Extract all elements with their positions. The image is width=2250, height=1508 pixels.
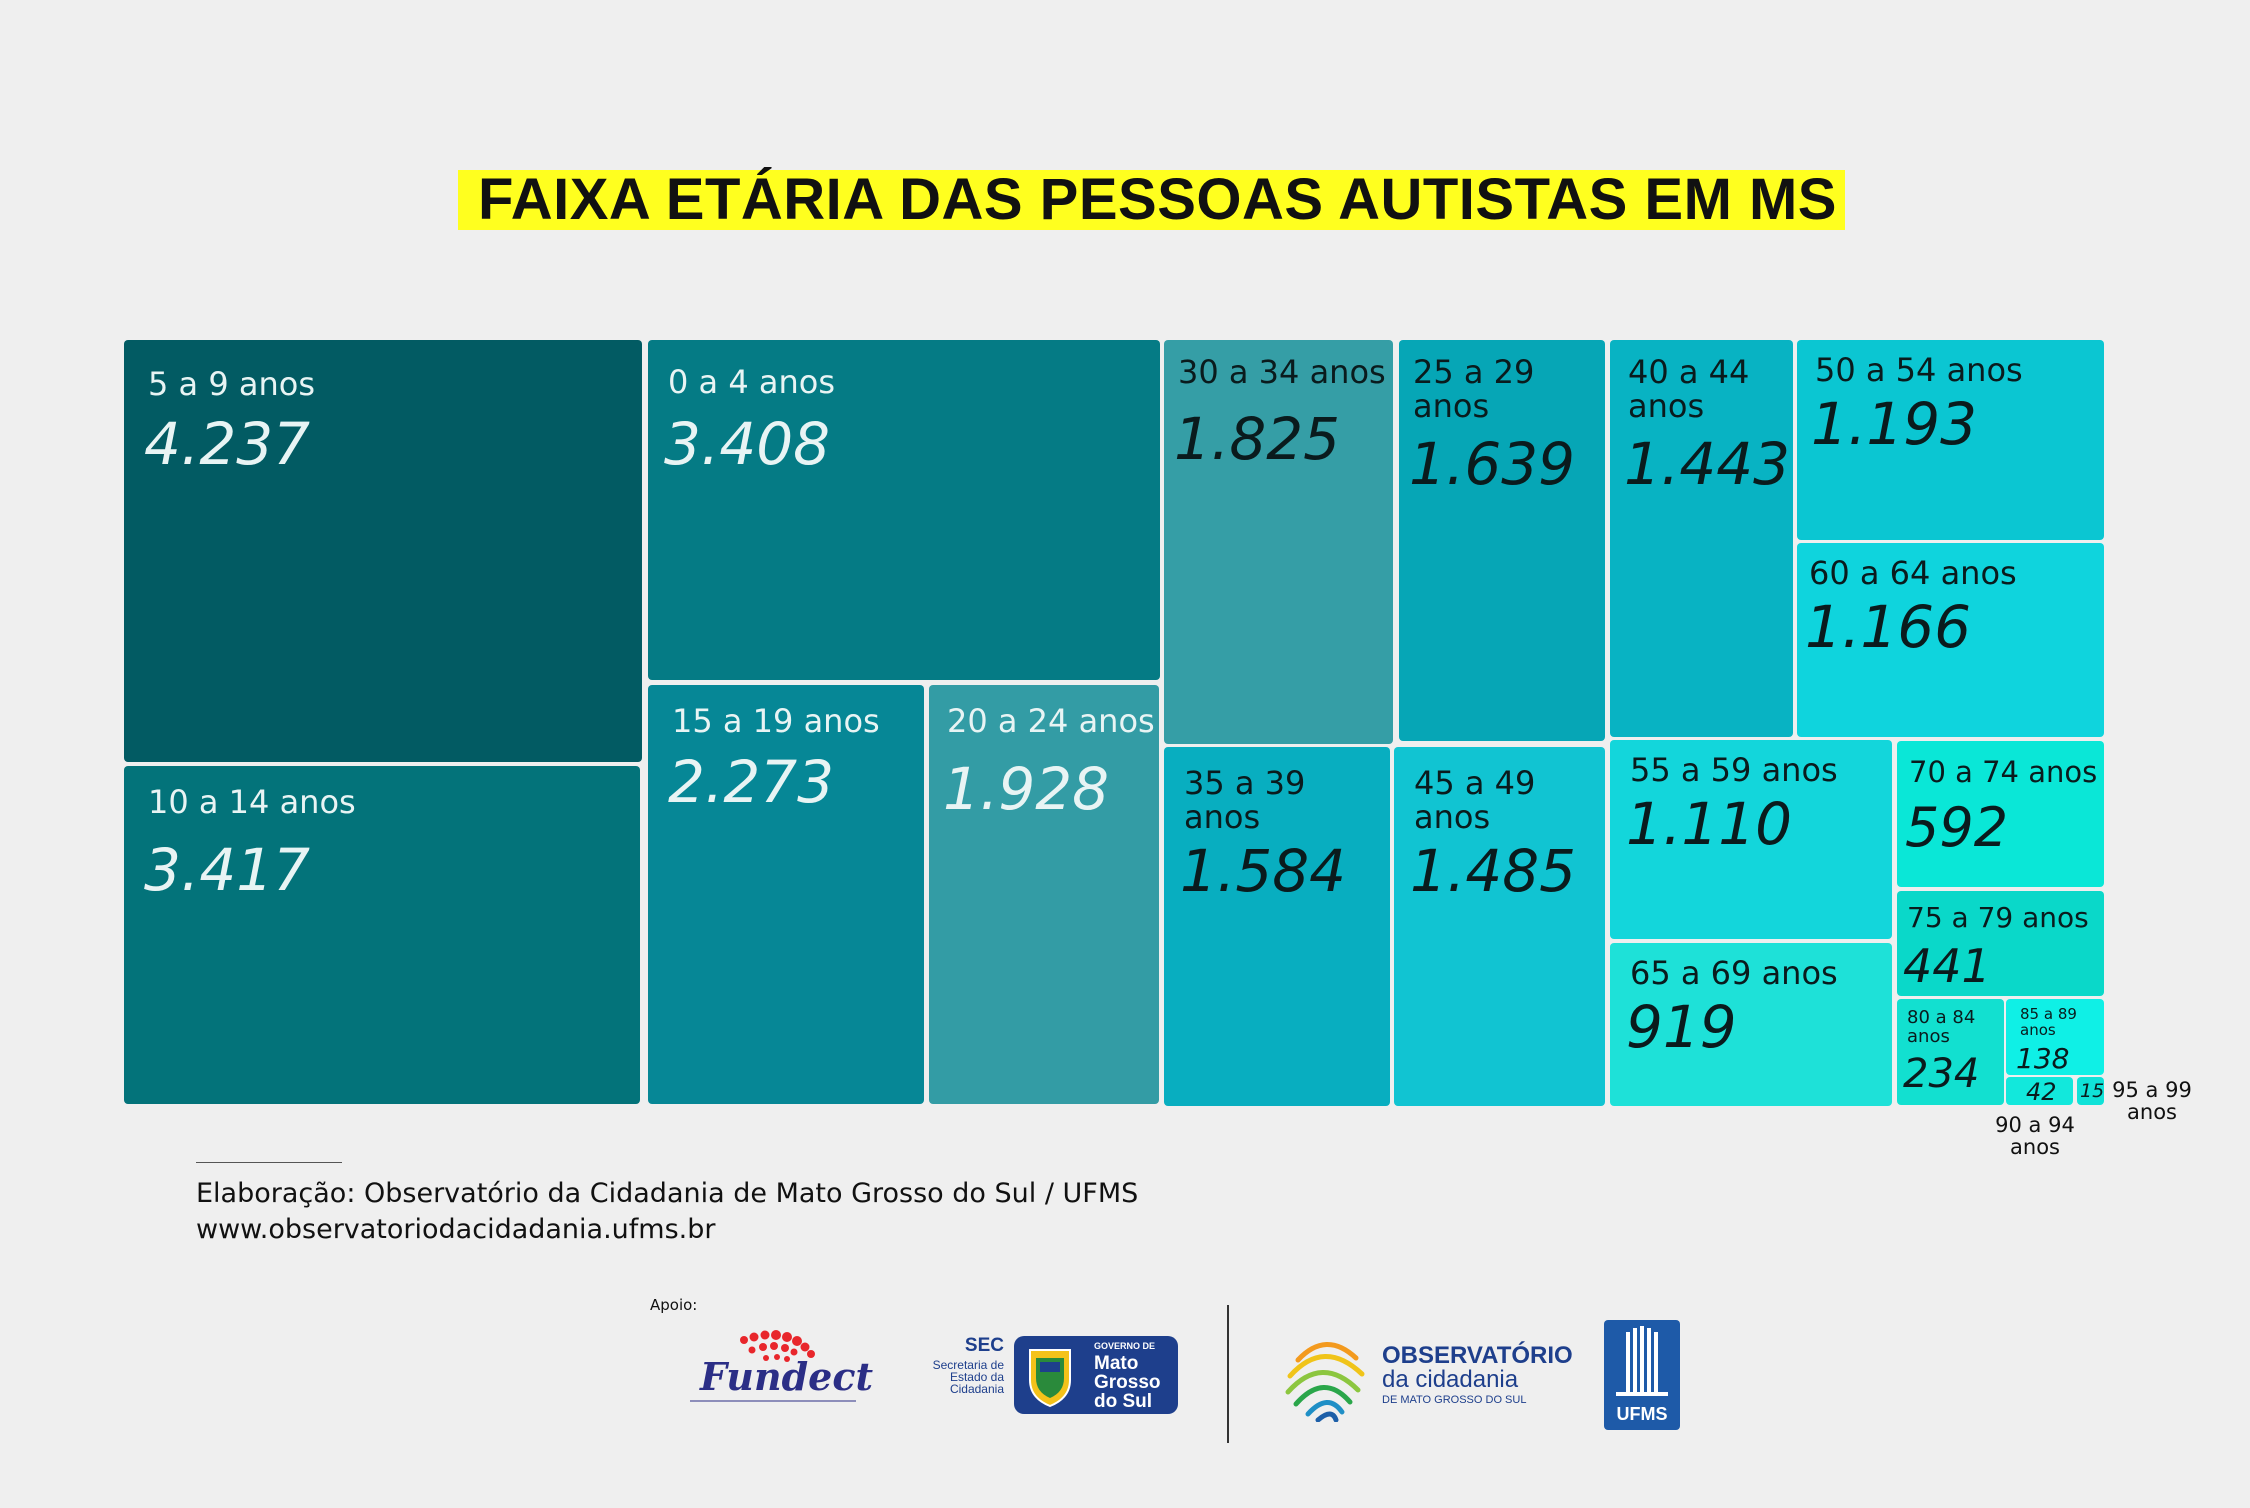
tile-label: 50 a 54 anos	[1815, 351, 2023, 389]
gov-line-2: Mato	[1094, 1353, 1139, 1374]
tile-value: 234	[1903, 1051, 1980, 1097]
tile-value: 1.193	[1811, 390, 1978, 458]
tile-label: 15 a 19 anos	[672, 702, 880, 740]
tile-value: 3.417	[144, 836, 311, 904]
credit-text: Elaboração: Observatório da Cidadania de…	[196, 1178, 1139, 1209]
tile-label: 60 a 64 anos	[1809, 554, 2017, 592]
tile-label: 75 a 79 anos	[1907, 901, 2089, 934]
tile-15-a-19-anos: 15 a 19 anos 2.273	[648, 685, 924, 1104]
tile-value: 15	[2080, 1080, 2105, 1102]
tile-70-a-74-anos: 70 a 74 anos 592	[1897, 741, 2104, 887]
tile-75-a-79-anos: 75 a 79 anos 441	[1897, 891, 2104, 996]
tile-65-a-69-anos: 65 a 69 anos 919	[1610, 943, 1892, 1106]
tile-value: 1.485	[1410, 837, 1577, 905]
tile-0-a-4-anos: 0 a 4 anos 3.408	[648, 340, 1160, 680]
tile-value: 42	[2026, 1078, 2057, 1106]
sec-governo-logo: SEC Secretaria de Estado da Cidadania GO…	[928, 1336, 1178, 1416]
tile-value: 1.166	[1805, 593, 1972, 661]
tile-label: 35 a 39 anos	[1184, 764, 1306, 836]
footer-rule	[196, 1162, 342, 1163]
tile-value: 1.110	[1626, 790, 1793, 858]
tile-value: 1.584	[1180, 837, 1347, 905]
tile-80-a-84-anos: 80 a 84 anos 234	[1897, 999, 2004, 1105]
tile-value: 919	[1626, 993, 1737, 1061]
tile-label: 70 a 74 anos	[1909, 755, 2098, 789]
tile-value: 1.443	[1624, 430, 1791, 498]
chart-title: FAIXA ETÁRIA DAS PESSOAS AUTISTAS EM MS	[458, 170, 1845, 230]
ufms-building-icon	[1616, 1326, 1668, 1396]
tile-95-a-99-anos: 15	[2077, 1077, 2104, 1105]
fundect-tagline-line	[690, 1400, 856, 1412]
tile-label: 20 a 24 anos	[947, 702, 1155, 740]
tile-label: 40 a 44 anos	[1628, 353, 1750, 425]
tile-55-a-59-anos: 55 a 59 anos 1.110	[1610, 740, 1892, 939]
fingerprint-icon	[1285, 1342, 1365, 1423]
obs-line-1: OBSERVATÓRIO	[1382, 1342, 1573, 1369]
tile-label: 10 a 14 anos	[148, 783, 356, 821]
tile-label: 65 a 69 anos	[1630, 954, 1838, 992]
gov-line-1: GOVERNO DE	[1094, 1341, 1156, 1351]
tile-label: 85 a 89 anos	[2020, 1005, 2077, 1039]
tile-90-a-94-anos: 42	[2006, 1077, 2073, 1105]
tile-value: 138	[2016, 1042, 2070, 1075]
tile-10-a-14-anos: 10 a 14 anos 3.417	[124, 766, 640, 1104]
ufms-logo: UFMS	[1604, 1320, 1680, 1430]
tile-value: 3.408	[664, 410, 831, 478]
tile-35-a-39-anos: 35 a 39 anos 1.584	[1164, 747, 1390, 1106]
logo-separator	[1227, 1305, 1229, 1443]
fundect-dots-icon	[740, 1330, 815, 1362]
outside-label-95-a-99-anos: 95 a 99 anos	[2112, 1078, 2192, 1124]
tile-value: 1.928	[943, 755, 1110, 823]
obs-line-3: DE MATO GROSSO DO SUL	[1382, 1394, 1527, 1406]
tile-value: 4.237	[144, 410, 311, 478]
tile-40-a-44-anos: 40 a 44 anos 1.443	[1610, 340, 1793, 737]
tile-value: 2.273	[668, 748, 835, 816]
apoio-label: Apoio:	[650, 1296, 698, 1314]
tile-label: 5 a 9 anos	[148, 365, 315, 403]
ufms-wordmark: UFMS	[1616, 1404, 1668, 1424]
tile-label: 30 a 34 anos	[1178, 353, 1386, 391]
tile-value: 441	[1903, 939, 1991, 993]
tile-50-a-54-anos: 50 a 54 anos 1.193	[1797, 340, 2104, 540]
tile-label: 45 a 49 anos	[1414, 764, 1536, 836]
tile-45-a-49-anos: 45 a 49 anos 1.485	[1394, 747, 1605, 1106]
tile-25-a-29-anos: 25 a 29 anos 1.639	[1399, 340, 1605, 741]
tile-value: 1.825	[1174, 405, 1341, 473]
sec-short: SEC	[964, 1335, 1004, 1356]
sec-line-3: Cidadania	[949, 1382, 1004, 1396]
tile-label: 25 a 29 anos	[1413, 353, 1535, 425]
gov-line-4: do Sul	[1094, 1391, 1153, 1412]
tile-value: 1.639	[1409, 430, 1576, 498]
tile-30-a-34-anos: 30 a 34 anos 1.825	[1164, 340, 1393, 744]
ms-crest-icon	[1014, 1336, 1086, 1414]
tile-85-a-89-anos: 85 a 89 anos 138	[2006, 999, 2104, 1075]
tile-value: 592	[1905, 796, 2009, 859]
fundect-logo: Fundect	[688, 1330, 873, 1418]
tile-label: 55 a 59 anos	[1630, 751, 1838, 789]
tile-label: 80 a 84 anos	[1907, 1007, 1976, 1047]
gov-line-3: Grosso	[1094, 1372, 1161, 1393]
obs-line-2: da cidadania	[1382, 1366, 1519, 1393]
fundect-wordmark: Fundect	[700, 1354, 874, 1399]
sec-line-1: Secretaria de	[932, 1358, 1004, 1372]
tile-60-a-64-anos: 60 a 64 anos 1.166	[1797, 543, 2104, 737]
outside-label-90-a-94-anos: 90 a 94 anos	[1995, 1113, 2075, 1159]
tile-label: 0 a 4 anos	[668, 363, 835, 401]
credit-url: www.observatoriodacidadania.ufms.br	[196, 1214, 716, 1245]
tile-20-a-24-anos: 20 a 24 anos 1.928	[929, 685, 1159, 1104]
observatorio-logo: OBSERVATÓRIO da cidadania DE MATO GROSSO…	[1278, 1330, 1573, 1423]
sec-line-2: Estado da	[949, 1370, 1004, 1384]
tile-5-a-9-anos: 5 a 9 anos 4.237	[124, 340, 642, 762]
